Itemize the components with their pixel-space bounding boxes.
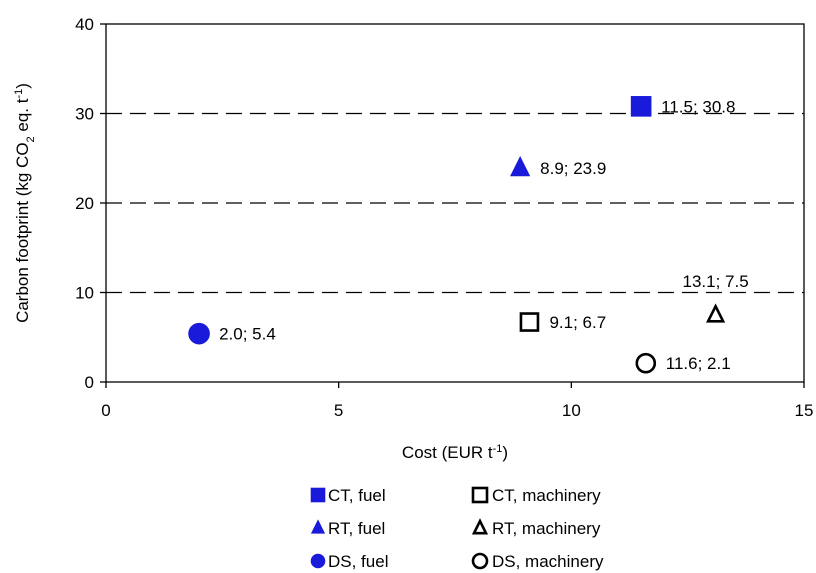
data-labels: 11.5; 30.8 8.9; 23.9 2.0; 5.4 9.1; 6.7 13.1;… [219,97,749,373]
data-point [630,96,652,117]
y-axis: 0 10 20 30 40 [75,15,106,392]
data-point [510,155,531,177]
data-label: 11.5; 30.8 [661,97,735,116]
data-point [519,312,540,332]
data-label: 2.0; 5.4 [219,325,276,344]
y-tick-label: 10 [75,284,94,303]
legend-marker [471,518,489,535]
data-points [188,96,726,374]
y-tick-label: 30 [75,105,94,124]
legend-marker [310,487,326,503]
legend-marker [310,519,326,534]
axis-title-part: Carbon footprint (kg CO [13,142,32,322]
x-axis-title: Cost (EUR t-1) [402,443,508,462]
axis-title-part: Cost (EUR t [402,443,493,462]
data-label: 13.1; 7.5 [683,272,749,291]
legend-label: CT, machinery [492,486,601,505]
y-tick-label: 0 [85,373,94,392]
x-tick-label: 10 [562,401,581,420]
axis-title-part: ) [502,443,508,462]
data-point [705,303,726,323]
axis-title-part: -1 [493,443,503,455]
data-label: 9.1; 6.7 [549,313,606,332]
legend-marker [471,552,489,570]
legend-label: RT, machinery [492,519,601,538]
data-label: 8.9; 23.9 [540,159,606,178]
x-tick-label: 5 [334,401,343,420]
x-tick-label: 0 [101,401,110,420]
legend-label: RT, fuel [328,519,385,538]
axis-title-part: -1 [13,89,25,99]
legend-label: DS, machinery [492,552,604,571]
legend-label: DS, fuel [328,552,388,571]
gridlines [106,112,804,294]
legend-marker [310,553,326,569]
x-axis: 0 5 10 15 [101,382,813,420]
legend-label: CT, fuel [328,486,386,505]
legend-marker [471,486,489,504]
y-axis-title: Carbon footprint (kg CO2 eq. t-1) [13,83,37,323]
y-tick-label: 20 [75,194,94,213]
legend: CT, fuel RT, fuel DS, fuel CT, machinery RT,… [310,486,604,571]
axis-title-part: eq. t [13,98,32,136]
data-label: 11.6; 2.1 [666,354,731,373]
y-tick-label: 40 [75,15,94,34]
data-point [635,352,657,374]
data-point [188,322,210,345]
x-tick-label: 15 [795,401,814,420]
axis-title-part: ) [13,83,32,89]
axis-title-part: 2 [25,136,37,142]
